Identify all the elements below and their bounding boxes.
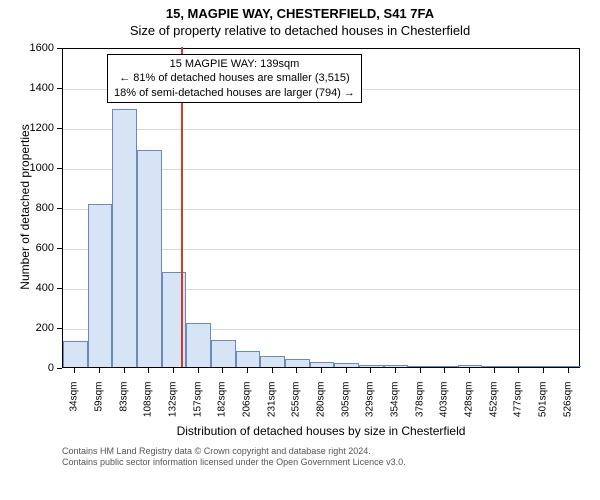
histogram-bar [285,359,310,367]
info-box-line: 18% of semi-detached houses are larger (… [114,86,355,100]
x-tick [222,368,223,373]
gridline-h [63,129,581,130]
chart-container: 15, MAGPIE WAY, CHESTERFIELD, S41 7FA Si… [0,0,600,500]
x-tick-label: 329sqm [365,382,376,427]
x-tick [321,368,322,373]
x-tick [568,368,569,373]
x-tick-label: 526sqm [562,382,573,427]
x-tick [518,368,519,373]
x-tick [247,368,248,373]
x-tick [296,368,297,373]
histogram-bar [310,362,335,367]
histogram-bar [112,109,137,367]
y-tick-label: 1200 [22,122,54,134]
x-tick [370,368,371,373]
histogram-bar [482,366,507,367]
x-tick-label: 378sqm [414,382,425,427]
y-tick [57,248,62,249]
x-tick-label: 83sqm [118,382,129,427]
histogram-bar [88,204,113,367]
chart-subtitle: Size of property relative to detached ho… [0,21,600,42]
histogram-bar [236,351,261,367]
y-tick [57,288,62,289]
histogram-bar [458,365,483,367]
x-tick-label: 34sqm [69,382,80,427]
x-tick-label: 132sqm [168,382,179,427]
x-tick-label: 305sqm [340,382,351,427]
x-tick-label: 403sqm [439,382,450,427]
x-tick-label: 255sqm [291,382,302,427]
histogram-bar [260,356,285,367]
x-tick [543,368,544,373]
histogram-bar [556,366,581,367]
reference-info-box: 15 MAGPIE WAY: 139sqm← 81% of detached h… [107,54,362,103]
x-tick-label: 501sqm [538,382,549,427]
y-tick-label: 600 [22,242,54,254]
chart-title: 15, MAGPIE WAY, CHESTERFIELD, S41 7FA [0,0,600,21]
histogram-bar [63,341,88,367]
x-tick-label: 354sqm [390,382,401,427]
y-tick [57,168,62,169]
info-box-line: ← 81% of detached houses are smaller (3,… [114,71,355,85]
x-tick-label: 231sqm [266,382,277,427]
histogram-bar [211,340,236,367]
x-tick-label: 206sqm [242,382,253,427]
x-tick-label: 428sqm [464,382,475,427]
x-tick-label: 108sqm [143,382,154,427]
attribution-line: Contains public sector information licen… [62,457,406,468]
x-tick [74,368,75,373]
histogram-bar [532,366,557,367]
x-tick [99,368,100,373]
y-tick-label: 800 [22,202,54,214]
histogram-bar [334,363,359,367]
attribution-text: Contains HM Land Registry data © Crown c… [62,446,406,468]
histogram-bar [137,150,162,367]
x-tick [198,368,199,373]
x-tick [124,368,125,373]
y-tick [57,88,62,89]
y-tick [57,128,62,129]
histogram-bar [359,365,384,367]
x-tick [346,368,347,373]
y-tick [57,48,62,49]
x-tick-label: 157sqm [192,382,203,427]
histogram-bar [408,366,433,367]
x-tick-label: 452sqm [488,382,499,427]
y-tick [57,368,62,369]
x-tick [148,368,149,373]
y-tick-label: 200 [22,322,54,334]
x-tick [395,368,396,373]
x-tick [420,368,421,373]
histogram-bar [433,366,458,367]
x-tick [272,368,273,373]
x-tick [494,368,495,373]
attribution-line: Contains HM Land Registry data © Crown c… [62,446,406,457]
x-tick [469,368,470,373]
y-tick-label: 0 [22,362,54,374]
y-tick-label: 1000 [22,162,54,174]
x-tick-label: 182sqm [217,382,228,427]
y-tick-label: 1400 [22,82,54,94]
x-tick-label: 477sqm [513,382,524,427]
histogram-bar [186,323,211,367]
y-tick [57,328,62,329]
histogram-bar [384,365,409,367]
x-tick-label: 59sqm [94,382,105,427]
histogram-bar [507,366,532,367]
y-tick-label: 400 [22,282,54,294]
x-tick-label: 280sqm [316,382,327,427]
info-box-line: 15 MAGPIE WAY: 139sqm [114,57,355,71]
x-tick [444,368,445,373]
y-tick [57,208,62,209]
y-tick-label: 1600 [22,42,54,54]
x-tick [173,368,174,373]
